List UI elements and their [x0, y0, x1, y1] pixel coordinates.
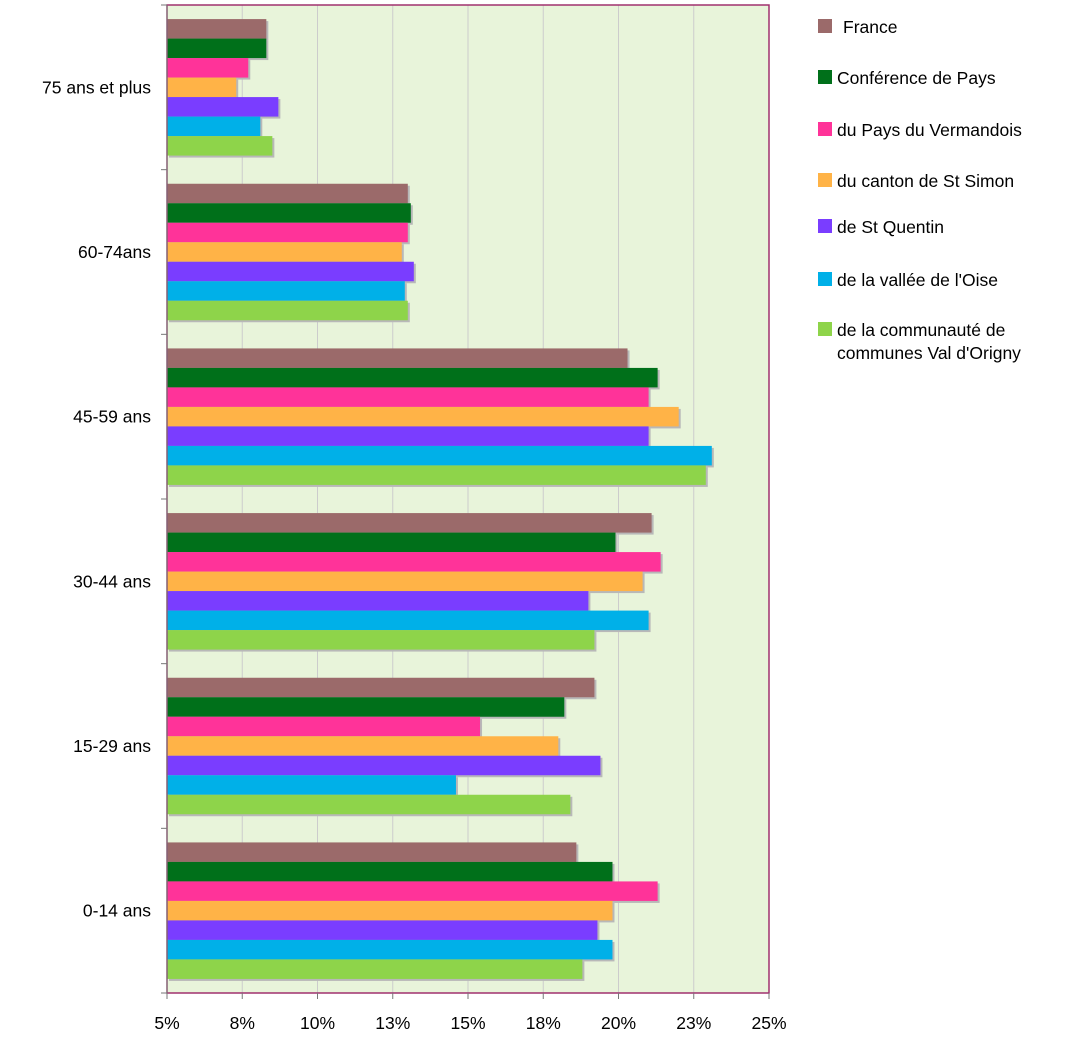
legend-swatch — [818, 173, 832, 187]
bar — [167, 755, 601, 776]
bar — [167, 959, 583, 979]
bar — [167, 610, 649, 631]
bar — [167, 38, 267, 59]
x-axis-ticks — [166, 993, 770, 999]
bar — [167, 281, 405, 301]
bar — [167, 552, 661, 572]
y-axis-ticks — [161, 4, 167, 994]
legend-swatch — [818, 219, 832, 233]
legend-swatch — [818, 272, 832, 286]
bar — [167, 939, 613, 960]
bar — [167, 571, 643, 592]
legend-label: du canton de St Simon — [837, 171, 1014, 191]
x-tick-labels: 5% 8% 10% 13% 15% 18% 20% 23% 25% — [154, 1013, 786, 1033]
legend: France Conférence de Pays du Pays du Verma… — [818, 17, 1022, 363]
bar — [167, 445, 712, 466]
legend-swatch — [818, 322, 832, 336]
legend-swatch — [818, 19, 832, 33]
bar — [167, 367, 658, 388]
bar — [167, 716, 481, 737]
bar — [167, 203, 411, 223]
bar — [167, 97, 279, 117]
legend-swatch — [818, 70, 832, 84]
category-label: 30-44 ans — [73, 571, 151, 591]
x-tick-label: 25% — [751, 1013, 786, 1033]
bar — [167, 861, 613, 882]
x-tick-label: 10% — [300, 1013, 335, 1033]
bar — [167, 19, 267, 39]
x-tick-label: 20% — [601, 1013, 636, 1033]
bar — [167, 630, 595, 650]
bar — [167, 222, 408, 243]
bar — [167, 348, 628, 368]
bar — [167, 465, 706, 485]
category-label: 60-74ans — [78, 242, 151, 262]
bar — [167, 532, 616, 553]
bar — [167, 242, 402, 262]
gridlines — [241, 5, 695, 993]
bar — [167, 183, 408, 204]
x-tick-label: 15% — [450, 1013, 485, 1033]
bars — [167, 19, 712, 979]
bar — [167, 116, 261, 137]
bar — [167, 58, 249, 78]
legend-label: communes Val d'Origny — [837, 343, 1021, 363]
x-tick-label: 18% — [526, 1013, 561, 1033]
legend-label: de la vallée de l'Oise — [837, 270, 998, 290]
category-labels: 0-14 ans 15-29 ans 30-44 ans 45-59 ans 60-74… — [42, 77, 151, 920]
legend-label: de St Quentin — [837, 217, 944, 237]
bar — [167, 775, 456, 795]
category-label: 15-29 ans — [73, 736, 151, 756]
x-tick-label: 5% — [154, 1013, 179, 1033]
category-label: 0-14 ans — [83, 901, 151, 921]
x-tick-label: 13% — [375, 1013, 410, 1033]
bar — [167, 697, 565, 717]
x-tick-label: 8% — [230, 1013, 255, 1033]
bar — [167, 677, 595, 698]
legend-swatch — [818, 122, 832, 136]
bar — [167, 261, 414, 282]
bar — [167, 426, 649, 446]
legend-label: Conférence de Pays — [837, 68, 996, 88]
category-label: 75 ans et plus — [42, 77, 151, 97]
bar — [167, 136, 273, 156]
bar — [167, 513, 652, 533]
bar — [167, 591, 589, 611]
legend-label: de la communauté de — [837, 320, 1005, 340]
bar — [167, 77, 237, 98]
bar — [167, 406, 679, 427]
x-tick-label: 23% — [676, 1013, 711, 1033]
bar — [167, 900, 613, 921]
bar — [167, 920, 598, 940]
category-label: 45-59 ans — [73, 407, 151, 427]
bar — [167, 842, 577, 862]
legend-label: France — [843, 17, 897, 37]
bar — [167, 794, 571, 815]
bar — [167, 881, 658, 901]
bar — [167, 387, 649, 407]
legend-label: du Pays du Vermandois — [837, 120, 1022, 140]
bar — [167, 300, 408, 321]
bar — [167, 736, 559, 756]
